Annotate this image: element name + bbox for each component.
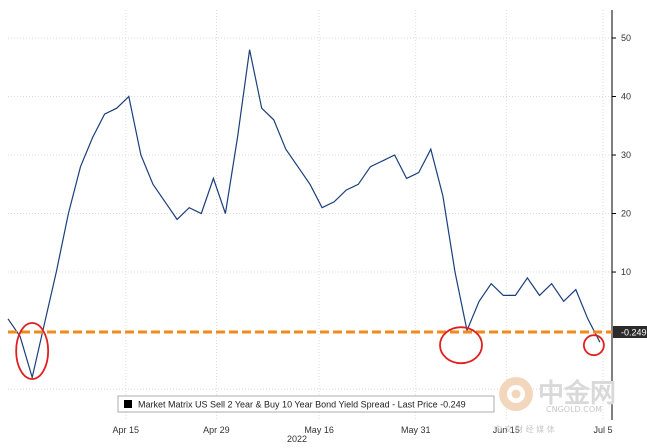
x-tick-label-2: May 16	[304, 425, 334, 435]
last-price-label: -0.249	[613, 326, 647, 338]
x-tick-label-0: Apr 15	[113, 425, 140, 435]
legend-box	[117, 395, 495, 413]
x-tick-label-4: Jun 15	[493, 425, 520, 435]
highlight-circle-0	[15, 322, 50, 380]
y-tick-label-40: 40	[621, 92, 631, 102]
y-tick-label-30: 30	[621, 150, 631, 160]
gridlines	[8, 10, 612, 420]
watermark-chinese: 中金网	[538, 378, 616, 409]
series-line	[7, 49, 601, 380]
last-price-value: -0.249	[621, 328, 647, 338]
x-axis-ticks: Apr 15 Apr 29 May 16 May 31 Jun 15 Jul 5	[113, 425, 613, 435]
highlight-circle-2	[582, 334, 605, 357]
x-axis-year-label: 2022	[287, 434, 307, 444]
x-tick-label-5: Jul 5	[593, 425, 612, 435]
highlight-circles	[15, 322, 605, 380]
y-axis-ticks: 50 40 30 20 10	[612, 33, 631, 277]
legend: Market Matrix US Sell 2 Year & Buy 10 Ye…	[117, 395, 495, 413]
highlight-circle-1	[439, 326, 483, 365]
last-price-box	[613, 326, 647, 338]
watermark-domain: CNGOLD.COM	[546, 405, 602, 414]
legend-series-name: Market Matrix US Sell 2 Year & Buy 10 Ye…	[138, 400, 466, 410]
x-tick-label-1: Apr 29	[203, 425, 230, 435]
watermark-logo-dot-icon	[511, 389, 521, 399]
watermark-tagline: 中 文 财 经 媒 体	[494, 424, 555, 434]
watermark: 中金网 CNGOLD.COM 中 文 财 经 媒 体	[494, 377, 616, 434]
y-tick-label-20: 20	[621, 209, 631, 219]
x-tick-label-3: May 31	[401, 425, 431, 435]
y-tick-label-10: 10	[621, 267, 631, 277]
y-tick-label-50: 50	[621, 33, 631, 43]
legend-swatch	[124, 400, 132, 408]
